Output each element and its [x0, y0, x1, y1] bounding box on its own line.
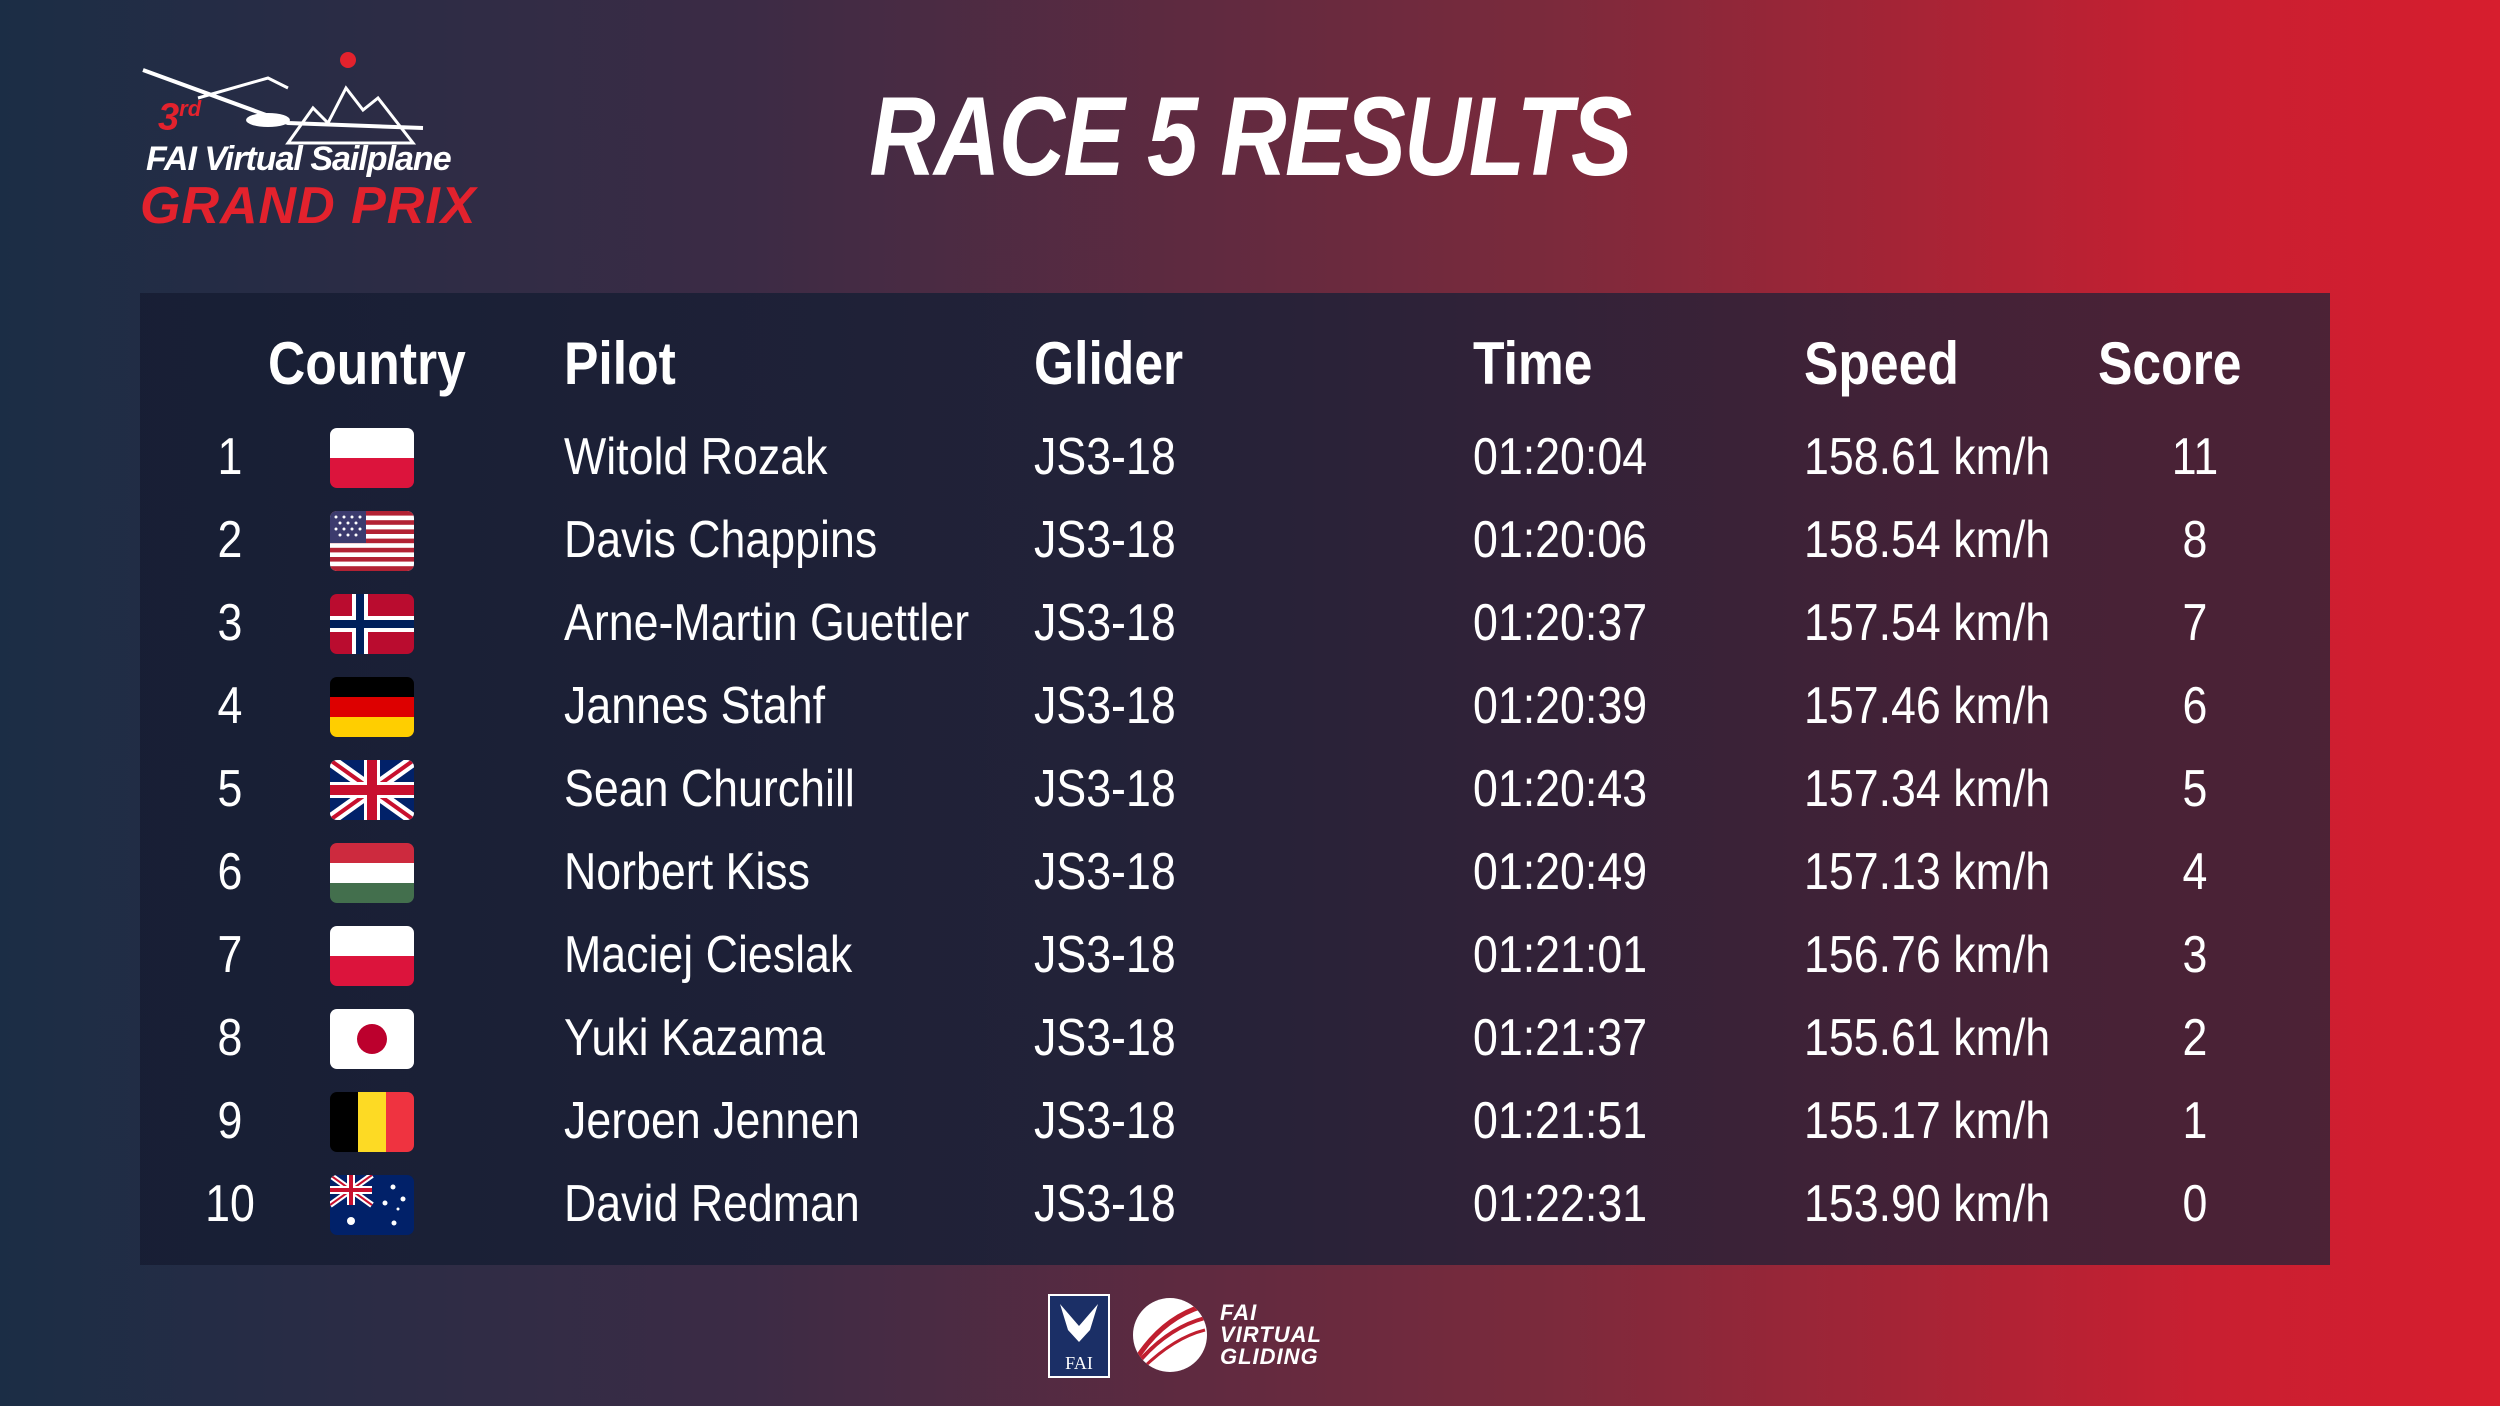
page-title: RACE 5 RESULTS [869, 74, 1632, 199]
virtual-gliding-logo-icon [1133, 1298, 1207, 1372]
score: 8 [2182, 511, 2208, 569]
time: 01:20:37 [1473, 594, 1648, 652]
time: 01:20:06 [1473, 511, 1648, 569]
score: 7 [2182, 594, 2208, 652]
pilot-name: Yuki Kazama [564, 1009, 826, 1067]
australia-flag-icon [330, 1175, 414, 1235]
time: 01:22:31 [1473, 1175, 1648, 1233]
logo-event-name: FAI Virtual Sailplane [146, 140, 452, 178]
time: 01:20:39 [1473, 677, 1648, 735]
glider: JS3-18 [1034, 594, 1176, 652]
pilot-name: Jeroen Jennen [564, 1092, 860, 1150]
table-row: 9 Jeroen Jennen JS3-18 01:21:51 155.17 k… [140, 1080, 2330, 1163]
score: 2 [2182, 1009, 2208, 1067]
logo-grand-prix: GRAND PRIX [140, 177, 477, 235]
poland-flag-icon [330, 428, 414, 488]
speed: 155.17 km/h [1804, 1092, 2051, 1150]
pilot-name: Arne-Martin Guettler [564, 594, 970, 652]
speed: 153.90 km/h [1804, 1175, 2051, 1233]
speed: 158.61 km/h [1804, 428, 2051, 486]
pilot-name: Jannes Stahf [564, 677, 826, 735]
header-pilot: Pilot [564, 330, 676, 397]
score: 6 [2182, 677, 2208, 735]
fai-logo: FAI [1048, 1294, 1110, 1378]
poland-flag-icon [330, 926, 414, 986]
rank: 4 [217, 677, 243, 735]
pilot-name: Davis Chappins [564, 511, 878, 569]
table-row: 10 David Redman JS3-18 01:22:31 153.90 k… [140, 1163, 2330, 1246]
table-row: 5 Sean Churchill JS3-18 01:20:43 157.34 … [140, 748, 2330, 831]
glider: JS3-18 [1034, 1009, 1176, 1067]
header-score: Score [2098, 330, 2242, 397]
rank: 9 [217, 1092, 243, 1150]
table-row: 6 Norbert Kiss JS3-18 01:20:49 157.13 km… [140, 831, 2330, 914]
speed: 157.54 km/h [1804, 594, 2051, 652]
speed: 157.13 km/h [1804, 843, 2051, 901]
virtual-gliding-wordmark: FAI VIRTUAL GLIDING [1220, 1300, 1322, 1369]
header-country: Country [268, 330, 466, 397]
header-glider: Glider [1034, 330, 1184, 397]
glider: JS3-18 [1034, 1175, 1176, 1233]
score: 4 [2182, 843, 2208, 901]
rank: 3 [217, 594, 243, 652]
fai-logo-label: FAI [1065, 1353, 1093, 1373]
score: 11 [2171, 428, 2219, 486]
glider: JS3-18 [1034, 511, 1176, 569]
time: 01:20:04 [1473, 428, 1648, 486]
speed: 155.61 km/h [1804, 1009, 2051, 1067]
belgium-flag-icon [330, 1092, 414, 1152]
rank: 8 [217, 1009, 243, 1067]
glider: JS3-18 [1034, 677, 1176, 735]
rank: 6 [217, 843, 243, 901]
rank: 1 [217, 428, 243, 486]
norway-flag-icon [330, 594, 414, 654]
header-time: Time [1473, 330, 1593, 397]
logo-ordinal: 3rd [158, 96, 202, 139]
event-logo: 3rd FAI Virtual Sailplane GRAND PRIX [138, 48, 475, 238]
germany-flag-icon [330, 677, 414, 737]
pilot-name: David Redman [564, 1175, 860, 1233]
rank: 2 [217, 511, 243, 569]
japan-flag-icon [330, 1009, 414, 1069]
score: 1 [2182, 1092, 2208, 1150]
glider: JS3-18 [1034, 926, 1176, 984]
speed: 158.54 km/h [1804, 511, 2051, 569]
table-row: 1 Witold Rozak JS3-18 01:20:04 158.61 km… [140, 416, 2330, 499]
score: 0 [2182, 1175, 2208, 1233]
glider-mountain-icon [142, 52, 424, 145]
pilot-name: Norbert Kiss [564, 843, 811, 901]
rank: 5 [217, 760, 243, 818]
time: 01:20:49 [1473, 843, 1648, 901]
pilot-name: Witold Rozak [564, 428, 828, 486]
time: 01:20:43 [1473, 760, 1648, 818]
footer-logos: FAI FAI VIRTUAL GLIDING [1040, 1290, 1460, 1380]
pilot-name: Maciej Cieslak [564, 926, 853, 984]
speed: 156.76 km/h [1804, 926, 2051, 984]
table-row: 7 Maciej Cieslak JS3-18 01:21:01 156.76 … [140, 914, 2330, 997]
header-speed: Speed [1804, 330, 1959, 397]
score: 3 [2182, 926, 2208, 984]
score: 5 [2182, 760, 2208, 818]
time: 01:21:01 [1473, 926, 1648, 984]
table-row: 3 Arne-Martin Guettler JS3-18 01:20:37 1… [140, 582, 2330, 665]
time: 01:21:51 [1473, 1092, 1648, 1150]
time: 01:21:37 [1473, 1009, 1648, 1067]
glider: JS3-18 [1034, 760, 1176, 818]
speed: 157.46 km/h [1804, 677, 2051, 735]
glider: JS3-18 [1034, 843, 1176, 901]
speed: 157.34 km/h [1804, 760, 2051, 818]
pilot-name: Sean Churchill [564, 760, 855, 818]
glider: JS3-18 [1034, 428, 1176, 486]
eagle-icon [1060, 1304, 1098, 1342]
rank: 7 [217, 926, 243, 984]
table-row: 8 Yuki Kazama JS3-18 01:21:37 155.61 km/… [140, 997, 2330, 1080]
table-row: 2 Davis Chappins JS3-18 01:20:06 158.54 … [140, 499, 2330, 582]
rank: 10 [205, 1175, 255, 1233]
hungary-flag-icon [330, 843, 414, 903]
usa-flag-icon [330, 511, 414, 571]
glider: JS3-18 [1034, 1092, 1176, 1150]
uk-flag-icon [330, 760, 414, 820]
table-row: 4 Jannes Stahf JS3-18 01:20:39 157.46 km… [140, 665, 2330, 748]
results-table: Country Pilot Glider Time Speed Score 1 … [140, 293, 2330, 1265]
